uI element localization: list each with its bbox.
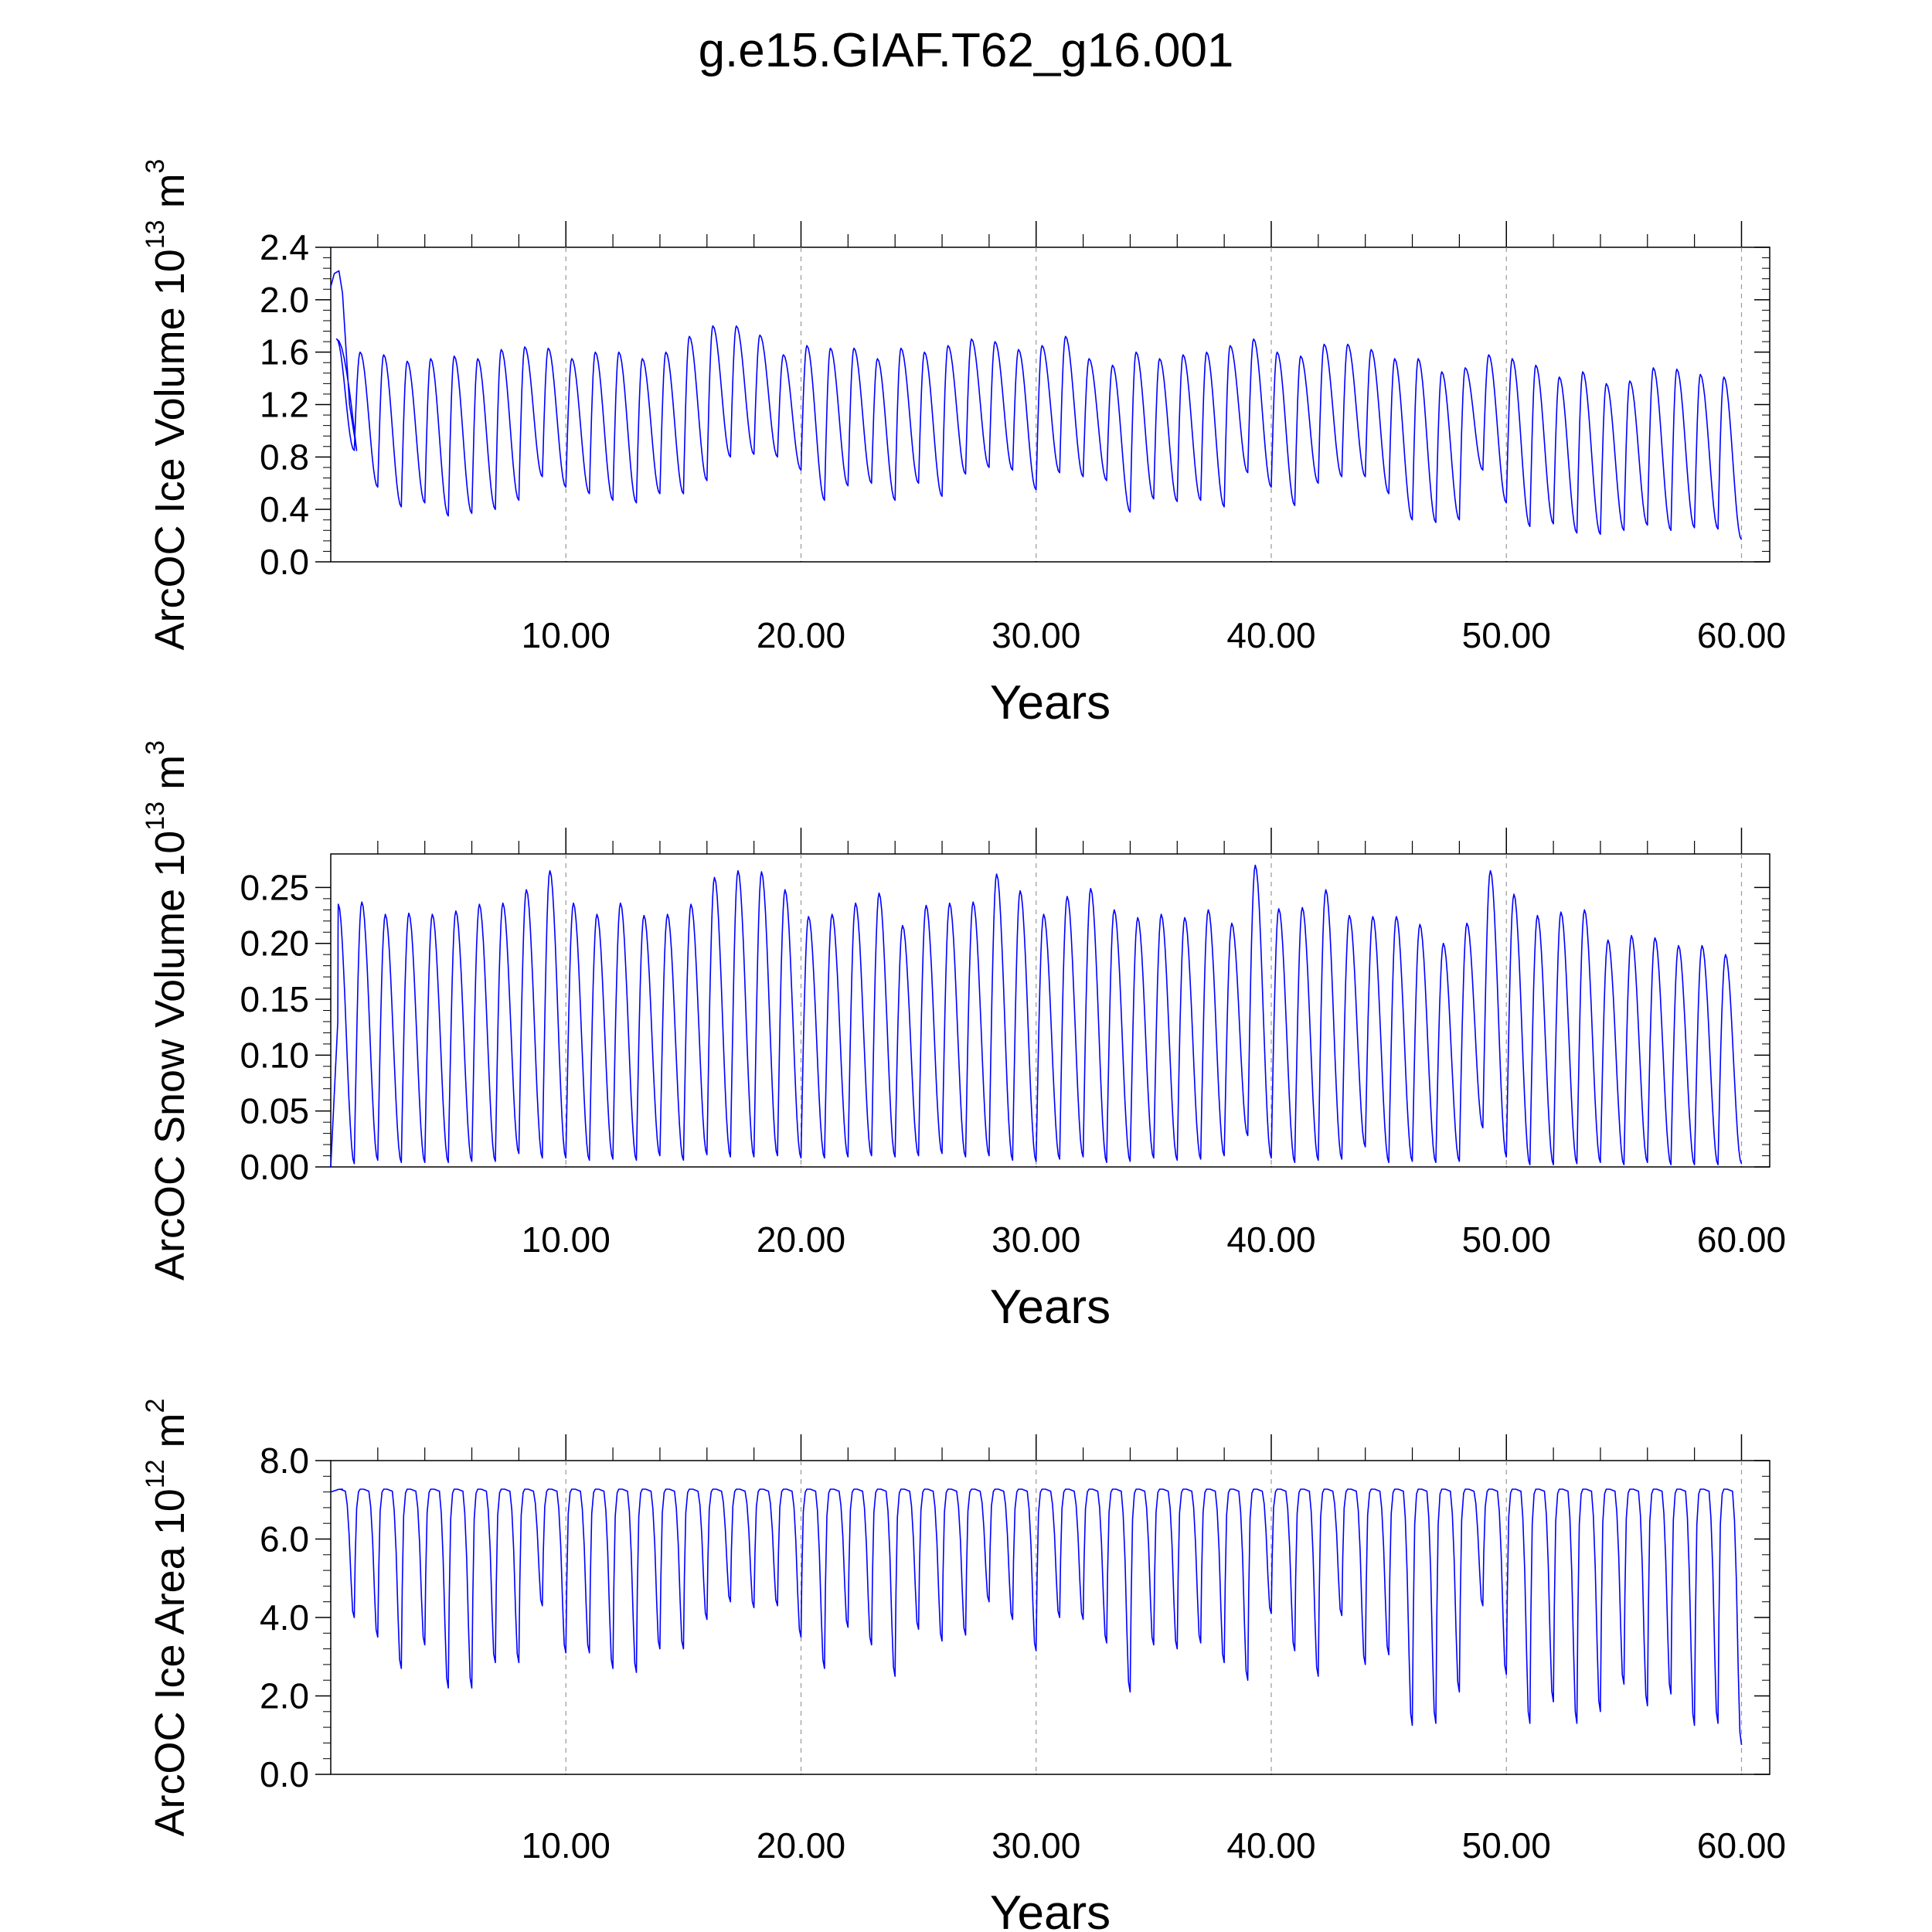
series-line <box>330 864 1743 1168</box>
x-tick-label: 30.00 <box>992 1219 1080 1260</box>
y-tick-label: 1.6 <box>260 332 309 372</box>
x-tick-label: 20.00 <box>757 1219 845 1260</box>
x-tick-label: 50.00 <box>1462 1825 1551 1866</box>
y-tick-label: 0.15 <box>240 979 309 1019</box>
y-tick-label: 1.2 <box>260 385 309 425</box>
chart-title: g.e15.GIAF.T62_g16.001 <box>698 24 1234 77</box>
x-tick-label: 60.00 <box>1697 615 1786 655</box>
y-tick-label: 0.0 <box>260 542 309 582</box>
y-tick-label: 0.05 <box>240 1091 309 1131</box>
y-axis-title: ArcOC Snow Volume 1013 m3 <box>141 740 193 1281</box>
y-tick-label: 0.20 <box>240 923 309 964</box>
x-tick-label: 40.00 <box>1226 1219 1315 1260</box>
y-tick-label: 8.0 <box>260 1440 309 1481</box>
y-tick-label: 0.4 <box>260 489 309 529</box>
x-tick-label: 30.00 <box>992 1825 1080 1866</box>
x-tick-label: 60.00 <box>1697 1219 1786 1260</box>
x-axis-title: Years <box>990 1886 1111 1932</box>
panel-ice-area: 10.00 20.00 30.00 40.00 50.00 60.00 0.0 2.0 4.0 6… <box>141 1399 1786 1932</box>
y-axis-title: ArcOC Ice Area 1012 m2 <box>141 1399 193 1837</box>
y-tick-label: 2.0 <box>260 280 309 320</box>
x-tick-label: 40.00 <box>1226 615 1315 655</box>
x-tick-label: 20.00 <box>757 615 845 655</box>
y-tick-label: 2.4 <box>260 227 309 267</box>
y-axis-title: ArcOC Ice Volume 1013 m3 <box>141 159 193 651</box>
y-tick-label: 0.8 <box>260 437 309 477</box>
series-line <box>330 1488 1743 1746</box>
x-tick-label: 50.00 <box>1462 1219 1551 1260</box>
y-tick-label: 0.10 <box>240 1035 309 1075</box>
x-tick-label: 10.00 <box>522 1219 611 1260</box>
x-tick-label: 40.00 <box>1226 1825 1315 1866</box>
x-axis-title: Years <box>990 676 1111 730</box>
y-tick-label: 0.25 <box>240 867 309 907</box>
x-tick-label: 10.00 <box>522 615 611 655</box>
y-tick-label: 0.0 <box>260 1754 309 1794</box>
panel-ice-volume: 10.00 20.00 30.00 40.00 50.00 60.00 0.0 0.4 0.8 1… <box>141 159 1786 730</box>
panel-snow-volume: 10.00 20.00 30.00 40.00 50.00 60.00 0.00 0.05 0.… <box>141 740 1786 1334</box>
x-axis-title: Years <box>990 1281 1111 1334</box>
y-tick-label: 4.0 <box>260 1597 309 1638</box>
y-tick-label: 6.0 <box>260 1519 309 1560</box>
y-tick-label: 2.0 <box>260 1676 309 1716</box>
x-tick-label: 60.00 <box>1697 1825 1786 1866</box>
y-tick-label: 0.00 <box>240 1147 309 1187</box>
x-tick-label: 30.00 <box>992 615 1080 655</box>
series-line <box>330 270 1743 540</box>
x-tick-label: 50.00 <box>1462 615 1551 655</box>
x-tick-label: 10.00 <box>522 1825 611 1866</box>
x-tick-label: 20.00 <box>757 1825 845 1866</box>
